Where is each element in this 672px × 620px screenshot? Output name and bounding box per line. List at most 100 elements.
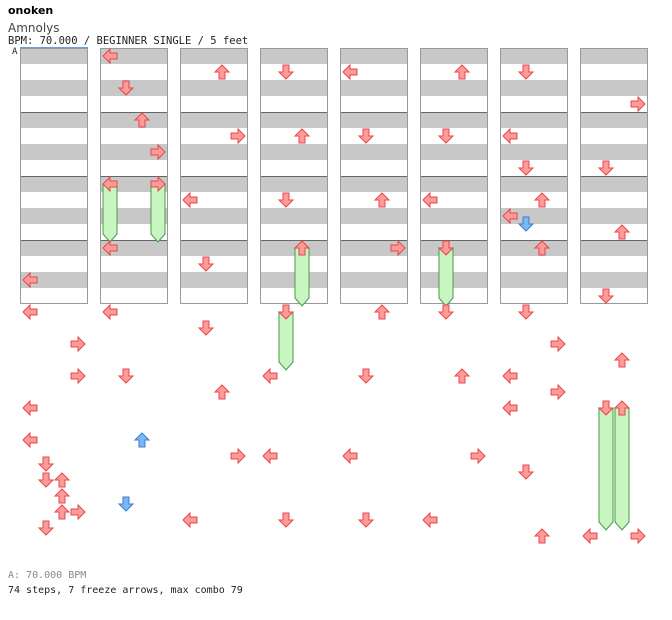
beat-stripe [20,144,88,160]
down-arrow-icon [597,160,615,176]
left-arrow-icon [262,367,278,385]
down-arrow-icon [37,472,55,488]
column-border [500,48,568,304]
column-border [580,48,648,304]
right-arrow-icon [470,447,486,465]
freeze-arrow [102,183,118,243]
right-arrow-icon [230,447,246,465]
beat-stripe [180,48,248,64]
down-arrow-icon [517,216,535,232]
down-arrow-icon [117,496,135,512]
down-arrow-icon [117,368,135,384]
beat-stripe [260,112,328,128]
column-border [420,48,488,304]
beat-stripe [20,208,88,224]
left-arrow-icon [342,63,358,81]
down-arrow-icon [197,320,215,336]
freeze-arrow [294,247,310,307]
down-arrow-icon [517,304,535,320]
left-arrow-icon [502,127,518,145]
chart-column [100,48,168,304]
right-arrow-icon [150,175,166,193]
left-arrow-icon [22,303,38,321]
freeze-arrow [614,407,630,531]
beat-stripe [100,272,168,288]
beat-stripe [580,80,648,96]
right-arrow-icon [550,383,566,401]
column-border [180,48,248,304]
up-arrow-icon [453,64,471,80]
beat-stripe [500,208,568,224]
down-arrow-icon [277,192,295,208]
beat-stripe [420,144,488,160]
up-arrow-icon [533,192,551,208]
beat-stripe [20,272,88,288]
beat-stripe [340,80,408,96]
chart-column [420,48,488,304]
left-arrow-icon [182,511,198,529]
beat-stripe [580,240,648,256]
up-arrow-icon [453,368,471,384]
beat-stripe [500,112,568,128]
right-arrow-icon [630,95,646,113]
beat-stripe [260,240,328,256]
beat-stripe [500,240,568,256]
up-arrow-icon [53,504,71,520]
beat-stripe [340,272,408,288]
chart-column [20,48,88,304]
left-arrow-icon [342,447,358,465]
up-arrow-icon [373,304,391,320]
beat-stripe [260,80,328,96]
left-arrow-icon [502,399,518,417]
down-arrow-icon [517,464,535,480]
up-arrow-icon [213,64,231,80]
beat-stripe [500,80,568,96]
beat-stripe [420,240,488,256]
down-arrow-icon [437,128,455,144]
up-arrow-icon [613,400,631,416]
beat-stripe [20,80,88,96]
beat-stripe [260,48,328,64]
left-arrow-icon [422,511,438,529]
bpm-marker-label: A [12,47,18,57]
step-chart [20,47,648,545]
up-arrow-icon [373,192,391,208]
column-border [100,48,168,304]
left-arrow-icon [22,271,38,289]
down-arrow-icon [357,368,375,384]
beat-stripe [340,144,408,160]
column-border [260,48,328,304]
down-arrow-icon [517,160,535,176]
down-arrow-icon [277,512,295,528]
chart-column [180,48,248,304]
beat-stripe [580,112,648,128]
beat-stripe [180,112,248,128]
beat-stripe [420,80,488,96]
beat-stripe [180,176,248,192]
beat-stripe [500,48,568,64]
beat-stripe [340,48,408,64]
freeze-arrow [278,311,294,371]
beat-stripe [580,176,648,192]
beat-stripe [180,208,248,224]
down-arrow-icon [37,456,55,472]
beat-stripe [260,272,328,288]
footer-stats: 74 steps, 7 freeze arrows, max combo 79 [8,585,243,596]
beat-stripe [100,240,168,256]
artist-name: onoken [8,4,54,17]
beat-stripe [180,144,248,160]
right-arrow-icon [550,335,566,353]
up-arrow-icon [133,112,151,128]
beat-stripe [100,144,168,160]
beat-stripe [180,80,248,96]
beat-stripe [20,240,88,256]
beat-stripe [340,240,408,256]
beat-stripe [420,112,488,128]
beat-stripe [260,208,328,224]
left-arrow-icon [102,239,118,257]
freeze-arrow [438,247,454,307]
beat-stripe [420,272,488,288]
up-arrow-icon [53,488,71,504]
right-arrow-icon [230,127,246,145]
beat-stripe [20,176,88,192]
